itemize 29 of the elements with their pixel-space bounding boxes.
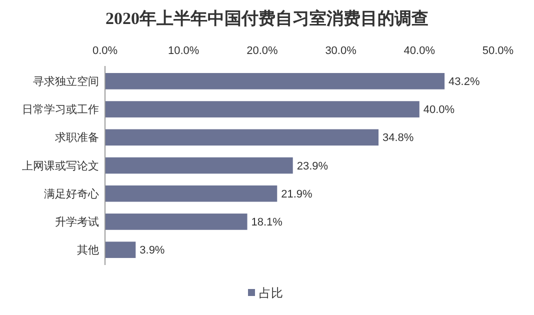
x-tick-label: 40.0%: [404, 45, 436, 57]
chart-title: 2020年上半年中国付费自习室消费目的调查: [106, 9, 428, 28]
y-tick-label: 满足好奇心: [44, 187, 99, 200]
x-tick-label: 0.0%: [92, 45, 118, 57]
y-tick-label: 日常学习或工作: [22, 103, 99, 116]
bar: [105, 101, 420, 118]
bar: [105, 73, 445, 90]
y-tick-label: 上网课或写论文: [22, 159, 99, 172]
x-tick-label: 20.0%: [246, 45, 278, 57]
y-tick-label: 其他: [77, 244, 99, 257]
legend-label: 占比: [259, 286, 283, 300]
data-label: 23.9%: [296, 160, 328, 172]
bar: [105, 157, 293, 174]
x-tick-label: 50.0%: [482, 45, 514, 57]
bar: [105, 129, 379, 146]
data-label: 21.9%: [281, 188, 313, 200]
x-tick-label: 30.0%: [325, 45, 357, 57]
bar: [105, 185, 278, 202]
x-tick-label: 10.0%: [168, 45, 200, 57]
bar: [105, 214, 248, 230]
bar: [105, 242, 136, 258]
data-label: 43.2%: [448, 76, 480, 88]
y-tick-label: 求职准备: [55, 131, 99, 144]
data-label: 40.0%: [423, 104, 455, 116]
y-tick-label: 升学考试: [55, 216, 99, 229]
data-label: 3.9%: [140, 244, 165, 257]
data-label: 34.8%: [382, 132, 414, 144]
y-tick-label: 寻求独立空间: [33, 75, 99, 88]
data-label: 18.1%: [251, 216, 283, 229]
